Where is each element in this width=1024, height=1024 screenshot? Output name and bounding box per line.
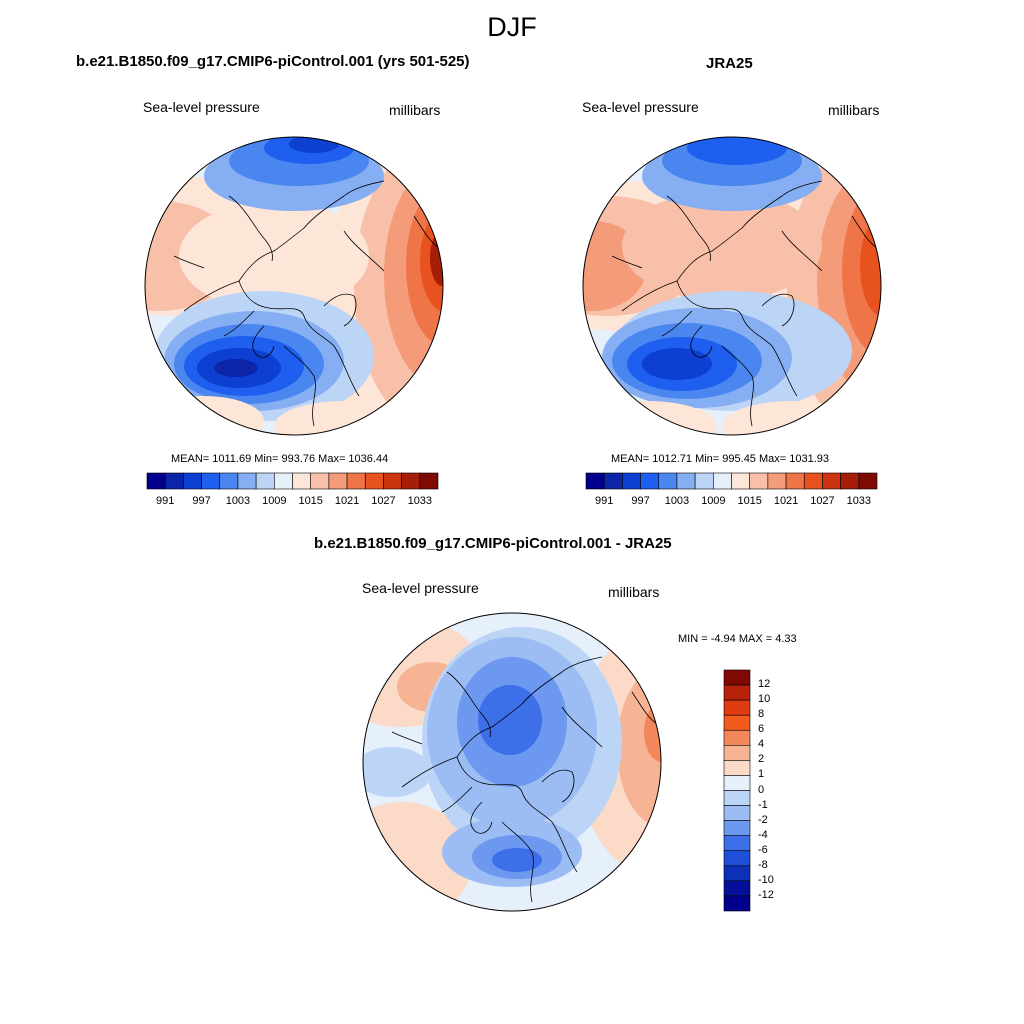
model-polar-map: [144, 136, 444, 436]
diff-colorbar-swatch: [723, 729, 751, 746]
diff-colorbar-swatch: [723, 669, 751, 686]
obs-colorbar-swatch: [767, 472, 787, 490]
model-colorbar-swatch: [183, 472, 202, 490]
diff-units-label: millibars: [608, 584, 660, 600]
diff-colorbar-swatch: [723, 865, 751, 882]
season-title: DJF: [487, 12, 537, 42]
model-units-label: millibars: [389, 102, 441, 118]
obs-colorbar-swatch: [658, 472, 678, 490]
diff-colorbar-swatch: [723, 714, 751, 731]
model-colorbar-swatch: [346, 472, 366, 490]
diff-colorbar-tick-label: 2: [758, 753, 765, 766]
diff-colorbar-swatch: [723, 745, 751, 761]
model-colorbar-swatch: [201, 472, 221, 490]
obs-polar-map: [582, 136, 882, 436]
obs-colorbar-tick-label: 1021: [773, 495, 799, 507]
model-colorbar-swatch: [401, 472, 421, 490]
model-colorbar-swatch: [219, 472, 239, 490]
model-colorbar-tick-label: 1009: [262, 495, 287, 507]
diff-colorbar-tick-label: -10: [758, 873, 774, 886]
obs-colorbar-tick-label: 1009: [701, 495, 726, 507]
model-colorbar-swatch: [419, 472, 439, 490]
obs-panel-title: JRA25: [706, 55, 753, 72]
diff-colorbar-tick-label: 8: [758, 708, 765, 721]
diff-colorbar-tick-label: 10: [758, 693, 771, 706]
obs-colorbar-swatch: [822, 472, 841, 490]
obs-colorbar-tick-label: 1015: [737, 495, 762, 507]
obs-variable-label: Sea-level pressure: [582, 99, 699, 115]
model-colorbar-swatch: [328, 472, 348, 490]
diff-colorbar-swatch: [723, 790, 751, 806]
obs-colorbar-swatch: [731, 472, 750, 490]
model-colorbar-tick-label: 1033: [407, 495, 433, 507]
diff-stats: MIN = -4.94 MAX = 4.33: [678, 633, 797, 645]
diff-colorbar-swatch: [723, 760, 751, 776]
diff-colorbar-swatch: [723, 850, 751, 867]
obs-colorbar-swatch: [785, 472, 805, 490]
model-colorbar-swatch: [164, 472, 184, 490]
diff-colorbar-tick-label: 12: [758, 678, 771, 691]
model-colorbar-swatch: [364, 472, 384, 490]
diff-colorbar-tick-label: -8: [758, 858, 768, 871]
model-colorbar-swatch: [383, 472, 402, 490]
obs-colorbar-swatch: [640, 472, 660, 490]
diff-colorbar-tick-label: -2: [758, 813, 768, 826]
diff-colorbar-tick-label: 1: [758, 768, 765, 781]
diff-colorbar-tick-label: -4: [758, 828, 768, 841]
obs-colorbar-swatch: [603, 472, 623, 490]
obs-colorbar-swatch: [694, 472, 714, 490]
obs-colorbar: [585, 472, 878, 490]
model-colorbar-swatch: [274, 472, 293, 490]
model-colorbar-swatch: [310, 472, 330, 490]
obs-colorbar-swatch: [585, 472, 605, 490]
obs-colorbar-swatch: [803, 472, 823, 490]
diff-colorbar-swatch: [723, 895, 751, 912]
diff-polar-map: [362, 612, 662, 912]
obs-colorbar-swatch: [622, 472, 641, 490]
model-colorbar-swatch: [255, 472, 275, 490]
model-colorbar-swatch: [237, 472, 257, 490]
model-panel-title: b.e21.B1850.f09_g17.CMIP6-piControl.001 …: [76, 53, 470, 70]
obs-colorbar-swatch: [749, 472, 769, 490]
diff-variable-label: Sea-level pressure: [362, 580, 479, 596]
model-colorbar-tick-label: 991: [156, 495, 175, 507]
diff-colorbar-tick-label: -1: [758, 798, 768, 811]
model-colorbar: [146, 472, 439, 490]
diff-colorbar-swatch: [723, 684, 751, 701]
diff-panel-title: b.e21.B1850.f09_g17.CMIP6-piControl.001 …: [314, 535, 672, 552]
model-colorbar-tick-label: 1021: [334, 495, 360, 507]
diff-colorbar-swatch: [723, 775, 751, 791]
model-colorbar-tick-label: 1003: [225, 495, 251, 507]
diff-colorbar-swatch: [723, 820, 751, 836]
model-colorbar-tick-label: 997: [192, 495, 211, 507]
diff-colorbar-tick-label: 4: [758, 738, 765, 751]
obs-units-label: millibars: [828, 102, 880, 118]
diff-colorbar-swatch: [723, 880, 751, 897]
obs-colorbar-tick-label: 991: [595, 495, 614, 507]
model-variable-label: Sea-level pressure: [143, 99, 260, 115]
obs-colorbar-tick-label: 1027: [810, 495, 835, 507]
diff-colorbar-tick-label: 6: [758, 723, 765, 736]
obs-colorbar-tick-label: 1033: [846, 495, 872, 507]
diff-colorbar: [723, 669, 751, 912]
obs-colorbar-swatch: [858, 472, 878, 490]
model-colorbar-tick-label: 1015: [298, 495, 323, 507]
obs-colorbar-tick-label: 997: [631, 495, 650, 507]
obs-colorbar-swatch: [840, 472, 860, 490]
obs-colorbar-swatch: [713, 472, 732, 490]
diff-colorbar-swatch: [723, 835, 751, 852]
diff-colorbar-tick-label: -12: [758, 888, 774, 901]
model-stats: MEAN= 1011.69 Min= 993.76 Max= 1036.44: [171, 453, 389, 465]
diff-colorbar-swatch: [723, 699, 751, 716]
model-colorbar-swatch: [146, 472, 166, 490]
diff-colorbar-tick-label: 0: [758, 783, 765, 796]
obs-stats: MEAN= 1012.71 Min= 995.45 Max= 1031.93: [611, 453, 830, 465]
diff-colorbar-tick-label: -6: [758, 843, 768, 856]
diff-colorbar-swatch: [723, 805, 751, 821]
obs-colorbar-swatch: [676, 472, 696, 490]
obs-colorbar-tick-label: 1003: [664, 495, 690, 507]
model-colorbar-tick-label: 1027: [371, 495, 396, 507]
model-colorbar-swatch: [292, 472, 311, 490]
